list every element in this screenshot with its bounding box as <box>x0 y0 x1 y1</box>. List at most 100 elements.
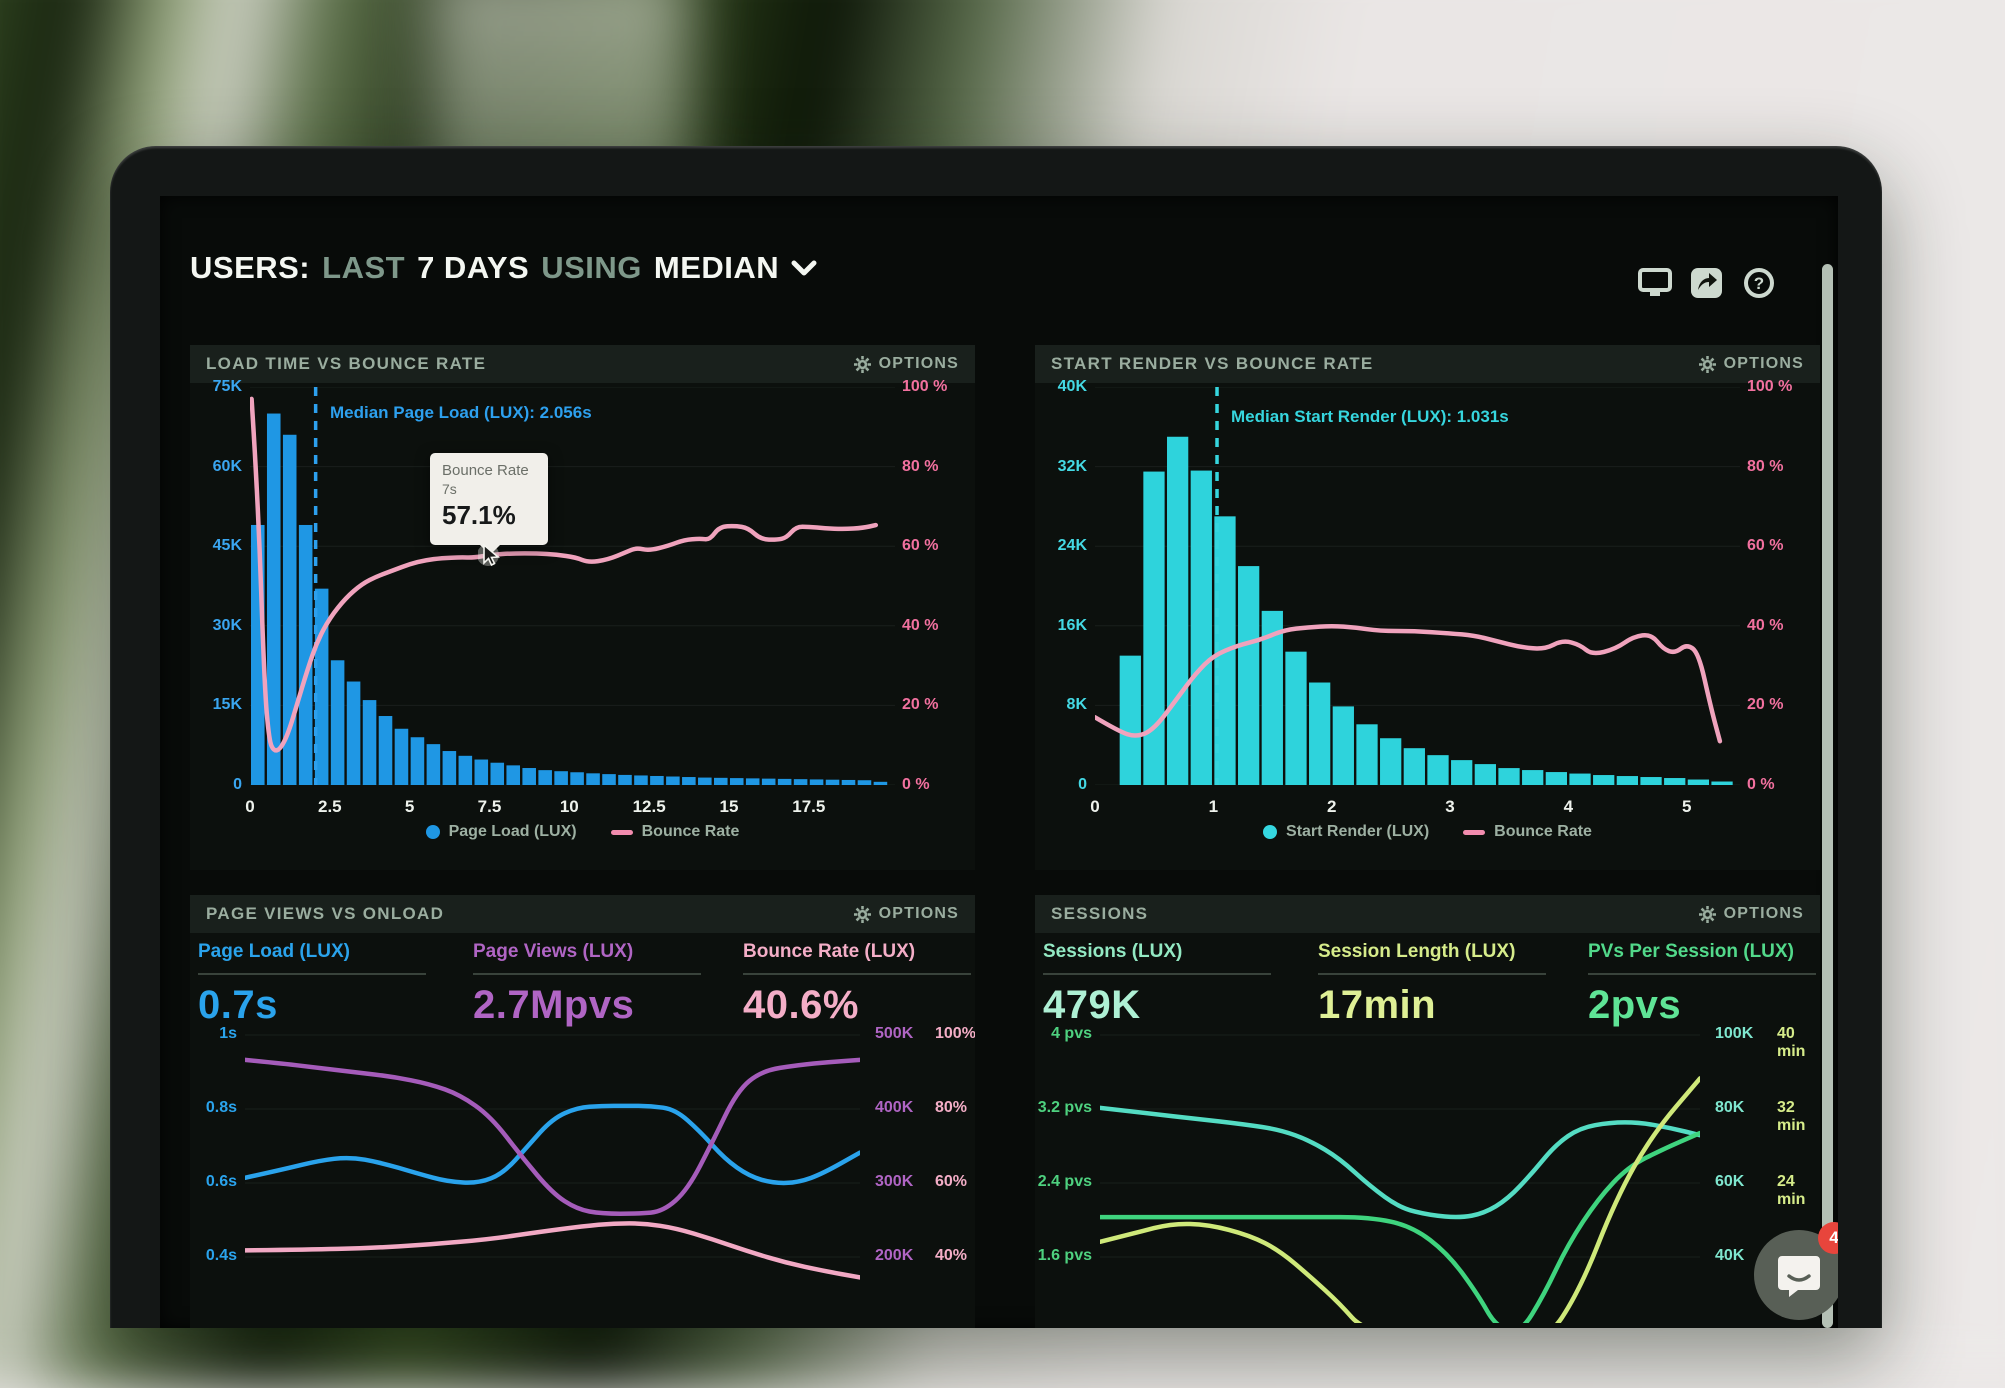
axis-tick: 40 min <box>1777 1025 1806 1060</box>
axis-tick: 60 % <box>902 537 939 555</box>
axis-tick: 2.5 <box>317 797 342 816</box>
legend-label: Page Load (LUX) <box>448 823 577 840</box>
panel-sessions-header: SESSIONS OPTIONS <box>1035 895 1820 933</box>
header-last: LAST <box>322 250 406 285</box>
axis-tick: 24K <box>1057 537 1087 555</box>
metric-underline <box>1318 973 1546 975</box>
axis-tick: 40K <box>1715 1247 1745 1264</box>
legend-dot <box>1263 825 1278 839</box>
panel-page-views: PAGE VIEWS VS ONLOAD OPTIONS Page Load (… <box>190 895 975 1328</box>
options-label: OPTIONS <box>1723 355 1804 372</box>
metric-label: Sessions (LUX) <box>1043 941 1183 962</box>
chat-launcher[interactable]: 4 <box>1754 1222 1838 1320</box>
axis-tick: 0.8s <box>205 1099 237 1116</box>
axis-tick: 15 <box>719 797 739 816</box>
axis-tick: 0.4s <box>205 1247 237 1264</box>
gear-icon <box>853 355 871 373</box>
axis-tick: 0.6s <box>205 1173 237 1190</box>
start-render-chart[interactable] <box>1092 386 1740 786</box>
axis-tick: 100 % <box>902 378 948 395</box>
axis-tick: 32K <box>1057 457 1087 475</box>
panel-load-time: LOAD TIME VS BOUNCE RATE OPTIONS Median … <box>190 345 975 870</box>
axis-tick: 40 % <box>1747 616 1784 634</box>
axis-tick: 24 min <box>1777 1173 1806 1208</box>
dashboard-header: USERS: LAST 7 DAYS USING MEDIAN <box>190 248 817 288</box>
options-label: OPTIONS <box>878 905 959 922</box>
options-button[interactable]: OPTIONS <box>853 905 959 923</box>
metric-sessions: Sessions (LUX) 479K <box>1043 941 1283 1028</box>
header-7days[interactable]: 7 DAYS <box>417 250 530 285</box>
metric-label: Session Length (LUX) <box>1318 941 1516 962</box>
axis-tick: 4 pvs <box>1051 1025 1092 1042</box>
axis-tick: 400K <box>875 1099 914 1116</box>
metric-value: 0.7s <box>198 983 278 1027</box>
page-views-chart[interactable] <box>245 1030 860 1323</box>
median-annotation: Median Start Render (LUX): 1.031s <box>1231 407 1509 426</box>
metric-value: 40.6% <box>743 983 859 1027</box>
axis-tick: 80 % <box>1747 457 1784 475</box>
chat-unread-badge: 4 <box>1818 1222 1838 1254</box>
gear-icon <box>1698 905 1716 923</box>
laptop-frame: USERS: LAST 7 DAYS USING MEDIAN ? LOAD T… <box>110 146 1882 1328</box>
axis-tick: 32 min <box>1777 1099 1806 1134</box>
share-icon[interactable] <box>1690 268 1724 298</box>
metric-underline <box>198 973 426 975</box>
axis-tick: 7.5 <box>477 797 502 816</box>
axis-tick: 12.5 <box>632 797 666 816</box>
metric-underline <box>1588 973 1816 975</box>
metric-page-load: Page Load (LUX) 0.7s <box>198 941 438 1028</box>
chevron-down-icon[interactable] <box>791 260 817 276</box>
tooltip-subtitle: 7s <box>442 481 457 497</box>
axis-tick: 100 % <box>1747 378 1793 395</box>
axis-tick: 3 <box>1445 797 1455 816</box>
metric-underline <box>473 973 701 975</box>
axis-tick: 5 <box>1682 797 1692 816</box>
header-median[interactable]: MEDIAN <box>653 250 780 285</box>
display-icon[interactable] <box>1638 268 1672 298</box>
axis-tick: 10 <box>559 797 579 816</box>
panel-title: SESSIONS <box>1051 904 1149 923</box>
metric-session-length: Session Length (LUX) 17min <box>1318 941 1558 1028</box>
metric-label: Bounce Rate (LUX) <box>743 941 916 962</box>
legend-label: Bounce Rate <box>641 823 740 840</box>
load-time-chart[interactable] <box>249 386 895 786</box>
axis-tick: 0 <box>233 776 242 793</box>
sessions-chart[interactable] <box>1100 1030 1700 1323</box>
axis-tick: 40 % <box>902 616 939 634</box>
legend-line <box>1463 829 1486 835</box>
metric-page-views: Page Views (LUX) 2.7Mpvs <box>473 941 713 1028</box>
axis-tick: 200K <box>875 1247 914 1264</box>
options-button[interactable]: OPTIONS <box>853 355 959 373</box>
metric-underline <box>1043 973 1271 975</box>
legend-label: Start Render (LUX) <box>1286 823 1430 840</box>
svg-text:?: ? <box>1754 274 1764 293</box>
gear-icon <box>1698 355 1716 373</box>
axis-tick: 2 <box>1326 797 1337 816</box>
options-button[interactable]: OPTIONS <box>1698 355 1804 373</box>
options-label: OPTIONS <box>1723 905 1804 922</box>
axis-tick: 300K <box>875 1173 914 1190</box>
help-icon[interactable]: ? <box>1742 268 1776 298</box>
axis-tick: 8K <box>1066 696 1087 714</box>
header-users: USERS: <box>190 250 311 285</box>
metric-pvs-per-session: PVs Per Session (LUX) 2pvs <box>1588 941 1820 1028</box>
axis-tick: 100K <box>1715 1025 1754 1042</box>
axis-tick: 100% <box>935 1025 975 1042</box>
axis-tick: 2.4 pvs <box>1037 1173 1092 1190</box>
options-button[interactable]: OPTIONS <box>1698 905 1804 923</box>
gear-icon <box>853 905 871 923</box>
hover-tooltip: Bounce Rate 7s 57.1% <box>430 453 548 555</box>
scrollbar[interactable] <box>1822 264 1833 1328</box>
axis-tick: 1 <box>1208 797 1219 816</box>
axis-tick: 30K <box>212 616 242 634</box>
axis-tick: 60K <box>212 457 242 475</box>
dashboard-screen: USERS: LAST 7 DAYS USING MEDIAN ? LOAD T… <box>160 196 1838 1328</box>
options-label: OPTIONS <box>878 355 959 372</box>
axis-tick: 80 % <box>902 457 939 475</box>
axis-tick: 0 <box>1078 776 1087 793</box>
axis-tick: 16K <box>1057 616 1087 634</box>
axis-tick: 0 <box>1090 797 1100 816</box>
axis-tick: 1.6 pvs <box>1037 1247 1092 1264</box>
panel-page-views-header: PAGE VIEWS VS ONLOAD OPTIONS <box>190 895 975 933</box>
metric-underline <box>743 973 971 975</box>
